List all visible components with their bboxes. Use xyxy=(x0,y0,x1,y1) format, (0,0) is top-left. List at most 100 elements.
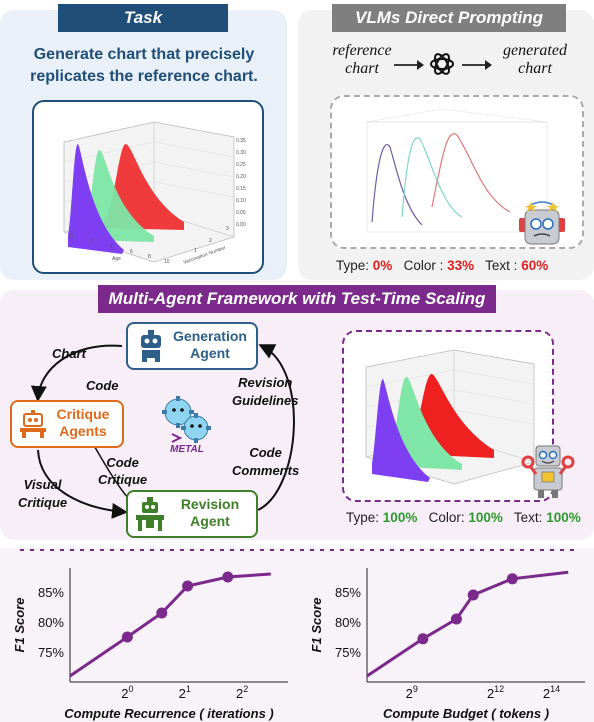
vlm-generated-chart-frame xyxy=(330,95,584,249)
y-tick: 2 xyxy=(209,238,212,244)
visual-critique-line2: Critique xyxy=(18,495,68,510)
x-tick-label: 212 xyxy=(487,684,504,701)
data-point xyxy=(222,571,234,583)
generated-chart-label: generated chart xyxy=(490,42,580,78)
confused-robot-icon xyxy=(519,201,565,245)
x-axis-label: Compute Recurrence ( iterations ) xyxy=(64,706,274,721)
x-axis-label: Age xyxy=(112,256,121,262)
vlm-header: VLMs Direct Prompting xyxy=(332,4,566,32)
generated-label-line2: chart xyxy=(518,60,552,77)
y-tick-label: 75% xyxy=(38,645,64,660)
edge-label-code-critique: Code Critique xyxy=(98,454,147,488)
z-tick: 0.35 xyxy=(236,138,246,144)
openai-logo-icon xyxy=(430,53,454,75)
vlm-type-value: 0% xyxy=(372,258,393,273)
metal-type-value: 100% xyxy=(382,510,418,525)
critique-agents-box: Critique Agents xyxy=(10,400,124,448)
metal-generated-chart-frame xyxy=(342,330,554,502)
vlm-color-label: Color : xyxy=(403,258,444,273)
x-tick: 2 xyxy=(90,239,93,245)
budget-chart: 75% 80% 85% 29 212 214 F1 Score Compute Budget … xyxy=(309,568,585,721)
task-description-line2: replicates the reference chart. xyxy=(30,68,258,85)
revision-agent-box: Revision Agent xyxy=(126,490,258,538)
gears-icon xyxy=(162,396,211,443)
z-tick: 0.10 xyxy=(236,198,246,204)
x-tick-label: 214 xyxy=(543,684,560,701)
bottom-panel xyxy=(0,548,594,722)
robot-icon xyxy=(136,497,164,531)
reference-3d-chart: 0.35 0.30 0.25 0.20 0.15 0.10 0.05 0.00 … xyxy=(63,121,246,266)
revision-agent-line2: Agent xyxy=(190,513,230,529)
data-point xyxy=(121,631,133,643)
revision-agent-line1: Revision xyxy=(180,496,240,512)
z-tick: 0.05 xyxy=(236,210,246,216)
x-tick: 8 xyxy=(148,254,151,260)
data-point xyxy=(467,589,479,601)
edge-label-visual-critique: Visual Critique xyxy=(18,476,67,512)
metal-cycle-arrows xyxy=(30,344,295,519)
y-tick-label: 75% xyxy=(335,645,361,660)
y-tick-label: 85% xyxy=(335,585,361,600)
generated-label-line1: generated xyxy=(503,42,567,59)
critique-agents-line2: Agents xyxy=(59,423,107,439)
vlm-type-label: Type: xyxy=(336,258,370,273)
metal-scores: Type: 100% Color: 100% Text: 100% xyxy=(346,510,581,525)
metal-header: Multi-Agent Framework with Test-Time Sca… xyxy=(98,285,496,313)
metal-text-value: 100% xyxy=(546,510,581,525)
vlm-text-label: Text : xyxy=(485,258,518,273)
x-tick: 4 xyxy=(110,244,113,250)
generation-agent-line1: Generation xyxy=(173,328,247,344)
metal-generated-chart xyxy=(365,349,535,485)
x-tick-label: 29 xyxy=(406,684,418,701)
y-tick: 3 xyxy=(226,226,229,232)
metal-label: METAL xyxy=(170,444,204,455)
reference-chart-frame: 0.35 0.30 0.25 0.20 0.15 0.10 0.05 0.00 … xyxy=(32,100,264,274)
generation-agent-box: Generation Agent xyxy=(126,322,258,370)
vlm-scores: Type: 0% Color : 33% Text : 60% xyxy=(336,258,548,273)
bottom-divider xyxy=(20,549,580,551)
z-tick: 0.20 xyxy=(236,174,246,180)
x-tick: 10 xyxy=(164,259,170,265)
z-tick: 0.30 xyxy=(236,150,246,156)
x-axis-label: Compute Budget ( tokens ) xyxy=(383,706,549,721)
edge-label-code-comments: Code Comments xyxy=(232,444,299,480)
critique-agents-label: Critique Agents xyxy=(46,406,120,440)
revision-guidelines-line2: Guidelines xyxy=(232,393,299,408)
z-tick: 0.15 xyxy=(236,186,246,192)
generation-agent-line2: Agent xyxy=(190,345,230,361)
y-axis-label: F1 Score xyxy=(12,598,27,653)
vlm-text-value: 60% xyxy=(521,258,549,273)
reference-label-line2: chart xyxy=(345,60,379,77)
metal-text-label: Text: xyxy=(513,510,543,525)
data-point xyxy=(450,613,462,625)
generation-agent-label: Generation Agent xyxy=(166,328,254,362)
data-point xyxy=(156,607,168,619)
recurrence-chart: 75% 80% 85% 20 21 22 F1 Score Compute Recurrenc… xyxy=(12,568,288,721)
task-description: Generate chart that precisely replicates… xyxy=(10,44,278,88)
revision-agent-label: Revision Agent xyxy=(166,496,254,530)
y-tick-label: 80% xyxy=(38,615,64,630)
vlm-generated-chart xyxy=(366,108,548,233)
edge-label-chart: Chart xyxy=(52,346,86,361)
y-tick: 1 xyxy=(194,248,197,254)
arrow-right-icon xyxy=(462,60,492,70)
code-comments-line1: Code xyxy=(249,445,282,460)
x-tick: 6 xyxy=(130,249,133,255)
data-point xyxy=(182,580,194,592)
y-tick-label: 80% xyxy=(335,615,361,630)
x-tick-label: 20 xyxy=(121,684,133,701)
x-tick-label: 22 xyxy=(236,684,248,701)
edge-label-code: Code xyxy=(86,378,119,393)
visual-critique-line1: Visual xyxy=(23,477,62,492)
edge-label-revision-guidelines: Revision Guidelines xyxy=(232,374,298,410)
series-line xyxy=(69,572,271,678)
happy-robot-icon xyxy=(521,445,575,498)
data-point xyxy=(506,573,518,585)
arrow-right-icon xyxy=(394,60,424,70)
code-critique-line2: Critique xyxy=(98,472,148,487)
metal-color-value: 100% xyxy=(468,510,503,525)
vlm-color-value: 33% xyxy=(447,258,475,273)
task-header: Task xyxy=(58,4,228,32)
metal-type-label: Type: xyxy=(346,510,380,525)
y-tick-label: 85% xyxy=(38,585,64,600)
